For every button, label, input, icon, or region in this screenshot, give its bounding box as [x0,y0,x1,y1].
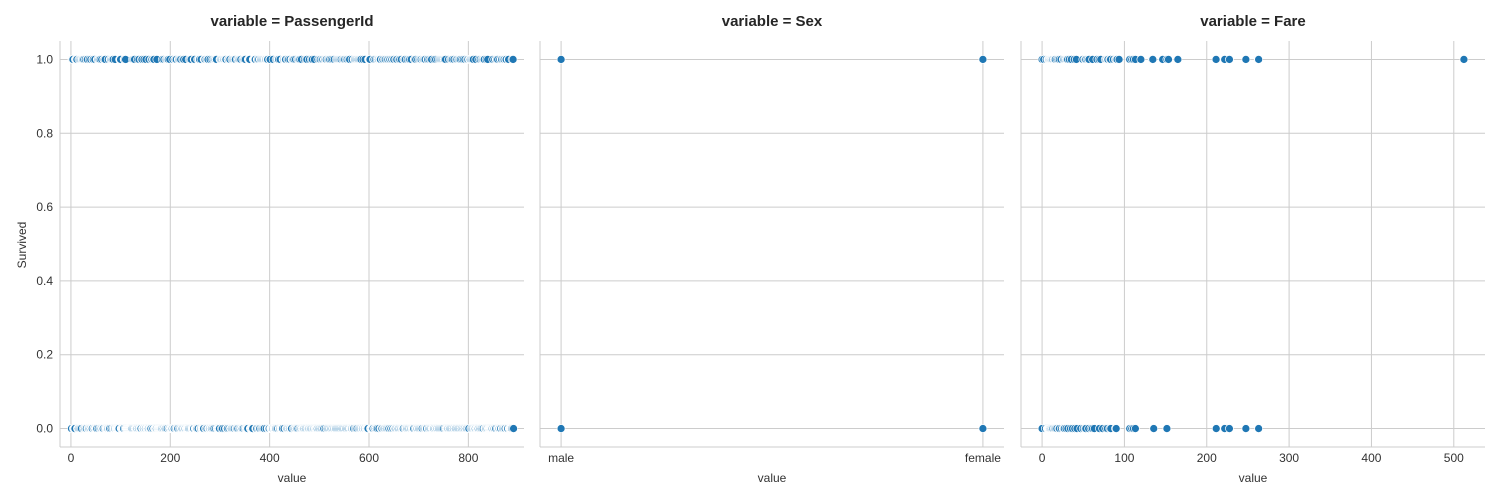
panel-title: variable = Sex [722,13,823,30]
data-point [1211,55,1221,64]
x-tick-label: 300 [1279,451,1299,465]
facet-panels: 0 200 400 600 800 0.0 0.2 0.4 0.6 0.8 1.0 variable … [36,13,1485,485]
y-tick-label: 0.0 [36,422,53,436]
x-tick-label: 500 [1444,451,1464,465]
data-point [1148,55,1158,64]
data-point [1254,55,1263,64]
data-point [1459,55,1469,64]
data-point [508,55,518,64]
x-tick-label: 100 [1114,451,1134,465]
data-points [1037,55,1469,433]
data-point [978,55,988,64]
x-axis-label: value [1239,471,1268,485]
x-tick-label: 800 [458,451,478,465]
facet-panel-1: 0 200 400 600 800 0.0 0.2 0.4 0.6 0.8 1.0 variable … [36,13,524,485]
data-point [1211,424,1221,433]
data-point [1225,55,1234,64]
data-point [1254,424,1263,433]
x-tick-label: 400 [260,451,280,465]
data-point [509,424,518,433]
x-tick-label: 0 [1039,451,1046,465]
data-point [1114,55,1124,64]
x-tick-label: 400 [1361,451,1381,465]
data-point [1131,424,1140,433]
x-tick-label: male [548,451,574,465]
y-tick-label: 0.6 [36,200,53,214]
data-point [1241,424,1251,433]
facet-panel-2: male female variable = Sex value [539,13,1004,485]
y-tick-label: 0.4 [36,274,53,288]
y-axis-label: Survived [15,222,29,269]
data-point [1173,55,1183,64]
y-tick-label: 0.8 [36,126,53,140]
x-tick-label: 600 [359,451,379,465]
x-tick-label: 0 [68,451,75,465]
y-tick-label: 0.2 [36,348,53,362]
x-axis-label: value [758,471,787,485]
data-point [1111,424,1121,433]
x-tick-label: 200 [1197,451,1217,465]
data-point [1149,424,1159,433]
x-axis-label: value [278,471,307,485]
data-point [1225,424,1234,433]
x-tick-label: female [965,451,1001,465]
data-point [1241,55,1251,64]
y-tick-label: 1.0 [36,52,53,66]
data-point [978,424,988,433]
data-point [1136,55,1146,64]
data-point [556,424,566,433]
data-point [1164,55,1173,64]
data-point [1162,424,1172,433]
facet-panel-3: 0 100 200 300 400 500 variable = Fare value [1020,13,1485,485]
x-tick-label: 200 [160,451,180,465]
panel-title: variable = Fare [1200,13,1305,30]
panel-title: variable = PassengerId [210,13,373,30]
data-point [556,55,566,64]
data-points [556,55,988,433]
data-points [67,55,518,433]
